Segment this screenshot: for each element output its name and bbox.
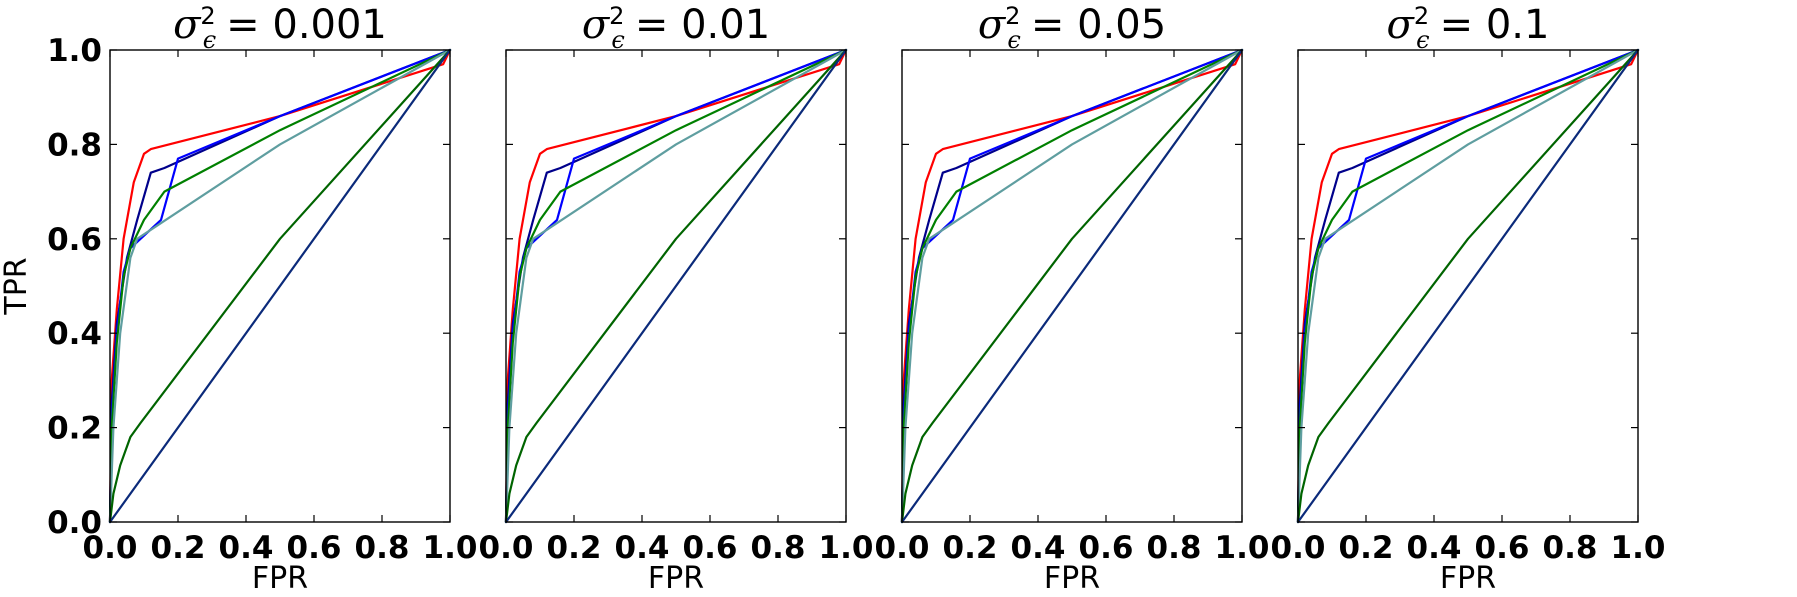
x-axis-label: FPR	[1044, 561, 1100, 596]
plot-frame	[901, 49, 1243, 523]
panel-2: 0.0 0.2 0.4 0.6 0.8 1.0 FPR σ2 ϵ = 0.01	[479, 2, 874, 596]
x-axis-label: FPR	[252, 561, 308, 596]
panel-1: 0.0 0.2 0.4 0.6 0.8 1.0 0.0 0.2 0.4 0.6 0.8 1.0 FPR T…	[0, 2, 477, 596]
roc-curve	[900, 48, 1244, 524]
x-tick-label: 0.4	[615, 530, 670, 566]
plot-frame	[109, 49, 451, 523]
roc-curve	[1296, 48, 1640, 524]
y-tick-label: 0.2	[47, 411, 102, 447]
x-tick-label: 0.8	[1543, 530, 1598, 566]
roc-curve	[900, 48, 1244, 524]
roc-curve	[1296, 48, 1640, 524]
x-tick-label: 0.4	[1407, 530, 1462, 566]
x-tick-label: 0.8	[355, 530, 410, 566]
x-tick-label: 0.0	[83, 530, 138, 566]
roc-curve	[504, 48, 848, 524]
x-tick-label: 0.2	[151, 530, 206, 566]
y-tick-label: 0.6	[47, 222, 102, 258]
plot-frame	[1297, 49, 1639, 523]
roc-curve	[504, 48, 848, 524]
x-tick-label: 0.6	[287, 530, 342, 566]
x-tick-label: 0.4	[219, 530, 274, 566]
x-tick-label: 0.4	[1011, 530, 1066, 566]
x-tick-label: 0.2	[547, 530, 602, 566]
x-axis-label: FPR	[648, 561, 704, 596]
panel-title: σ2 ϵ = 0.01	[582, 2, 770, 54]
x-tick-label: 0.2	[1339, 530, 1394, 566]
roc-curve	[504, 48, 848, 524]
x-tick-label: 0.0	[875, 530, 930, 566]
x-tick-label: 1.0	[423, 530, 478, 566]
plot-frame	[505, 49, 847, 523]
y-tick-label: 0.4	[47, 316, 102, 352]
x-tick-label: 0.8	[1147, 530, 1202, 566]
roc-curve	[1296, 48, 1640, 524]
roc-curve	[108, 48, 452, 524]
x-tick-label: 0.8	[751, 530, 806, 566]
panel-4: 0.0 0.2 0.4 0.6 0.8 1.0 FPR σ2 ϵ = 0.1	[1271, 2, 1666, 596]
roc-curve	[504, 48, 848, 524]
x-tick-label: 1.0	[819, 530, 874, 566]
x-axis-label: FPR	[1440, 561, 1496, 596]
y-tick-label: 1.0	[47, 33, 102, 69]
x-tick-label: 1.0	[1611, 530, 1666, 566]
roc-curve	[108, 48, 452, 524]
y-tick-label: 0.8	[47, 127, 102, 163]
roc-curve	[900, 48, 1244, 524]
x-tick-label: 0.6	[1475, 530, 1530, 566]
panel-title: σ2 ϵ = 0.1	[1387, 2, 1550, 54]
roc-curve	[900, 48, 1244, 524]
roc-curve	[108, 48, 452, 524]
x-tick-label: 0.0	[1271, 530, 1326, 566]
x-tick-label: 1.0	[1215, 530, 1270, 566]
y-axis-label: TPR	[0, 257, 34, 315]
x-tick-label: 0.6	[1079, 530, 1134, 566]
panel-3: 0.0 0.2 0.4 0.6 0.8 1.0 FPR σ2 ϵ = 0.05	[875, 2, 1270, 596]
x-tick-label: 0.6	[683, 530, 738, 566]
x-tick-label: 0.2	[943, 530, 998, 566]
y-tick-label: 0.0	[47, 505, 102, 541]
roc-curve	[1296, 48, 1640, 524]
roc-curve	[108, 48, 452, 524]
x-tick-label: 0.0	[479, 530, 534, 566]
panel-title: σ2 ϵ = 0.05	[978, 2, 1166, 54]
panel-title: σ2 ϵ = 0.001	[173, 2, 387, 54]
